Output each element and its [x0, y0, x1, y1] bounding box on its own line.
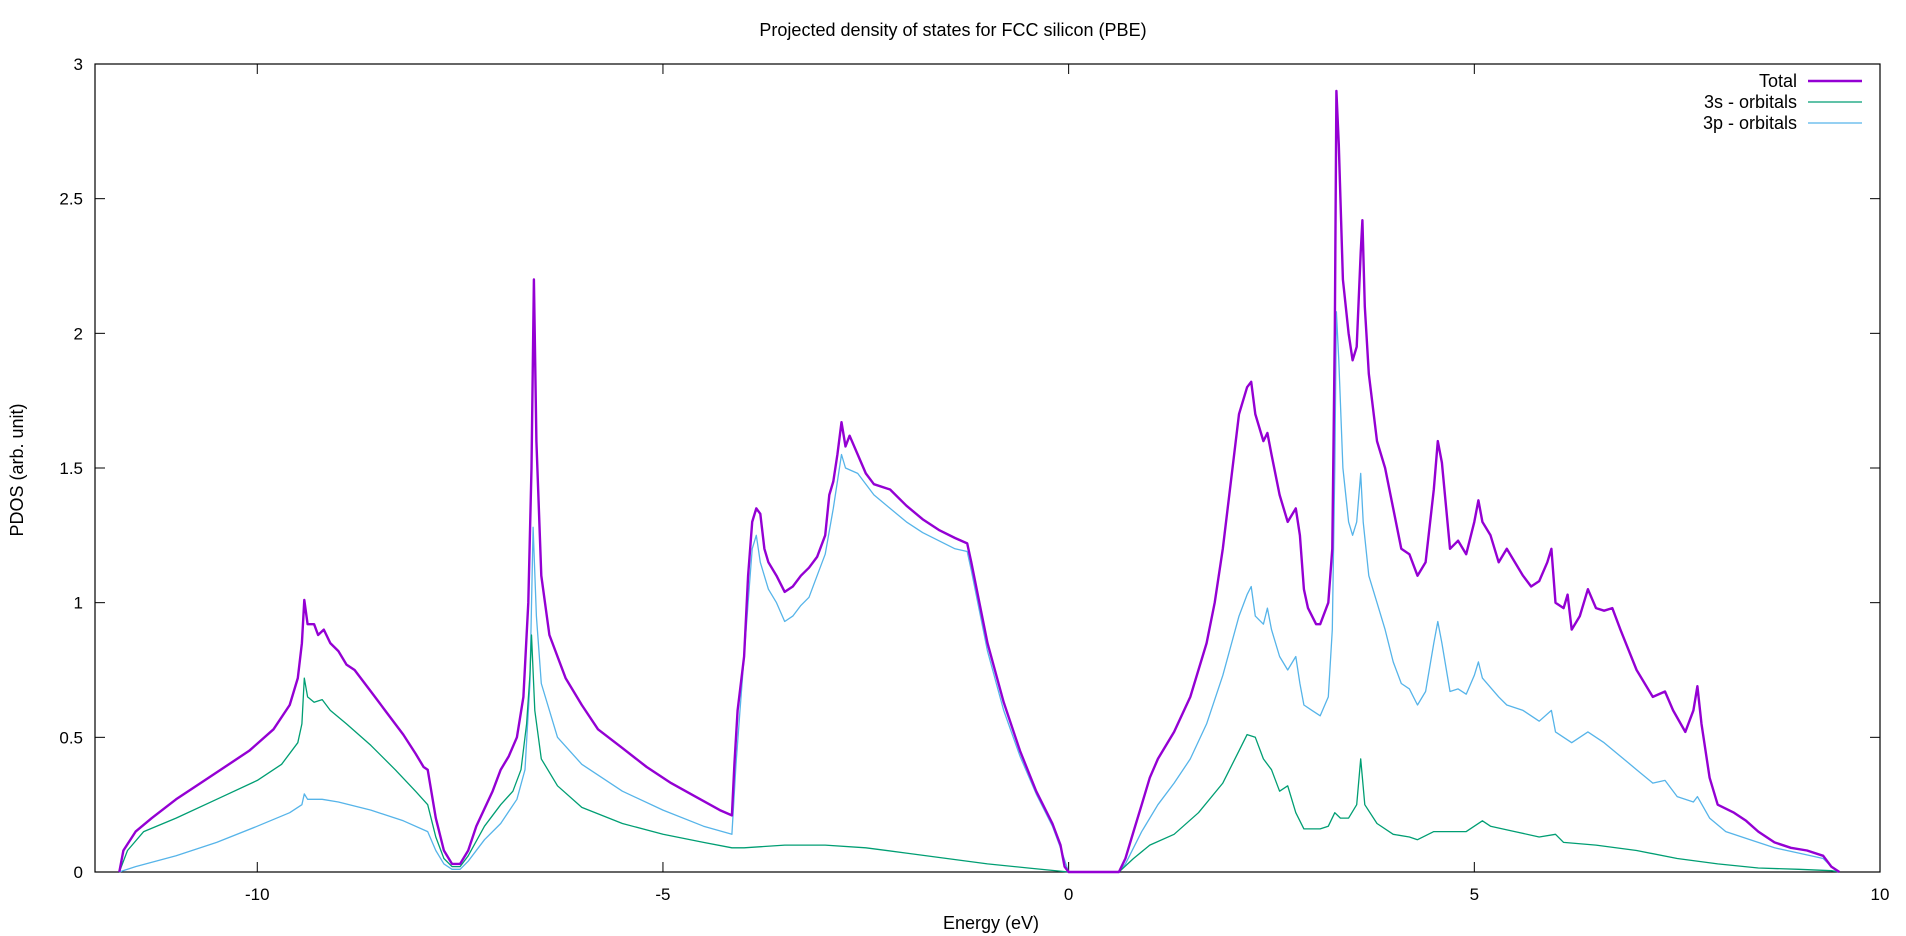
x-tick-label: 0: [1064, 885, 1073, 904]
series-line-total: [118, 89, 1841, 874]
axis-tick-labels: -10 -5 0 5 10 0 0.5 1 1.5 2 2.5 3: [59, 55, 1889, 904]
x-tick-label: 10: [1871, 885, 1890, 904]
y-tick-label: 2.5: [59, 190, 83, 209]
legend-label: 3p - orbitals: [1703, 113, 1797, 133]
y-tick-label: 1.5: [59, 459, 83, 478]
legend-label: Total: [1759, 71, 1797, 91]
x-tick-label: 5: [1470, 885, 1479, 904]
series-lines: [118, 89, 1841, 874]
series-line-3s-orbitals: [118, 634, 1840, 873]
series-line-3p-orbitals: [119, 311, 1840, 873]
x-tick-label: -10: [245, 885, 270, 904]
plot-area-frame: [94, 63, 1881, 873]
legend-label: 3s - orbitals: [1704, 92, 1797, 112]
y-tick-label: 2: [74, 324, 83, 343]
y-tick-label: 1: [74, 594, 83, 613]
x-axis-label: Energy (eV): [943, 913, 1039, 933]
y-axis-label: PDOS (arb. unit): [7, 403, 27, 536]
y-tick-label: 0.5: [59, 728, 83, 747]
x-tick-label: -5: [655, 885, 670, 904]
chart-title: Projected density of states for FCC sili…: [759, 20, 1146, 40]
y-tick-label: 3: [74, 55, 83, 74]
axis-ticks: [95, 63, 1881, 873]
y-tick-label: 0: [74, 863, 83, 882]
